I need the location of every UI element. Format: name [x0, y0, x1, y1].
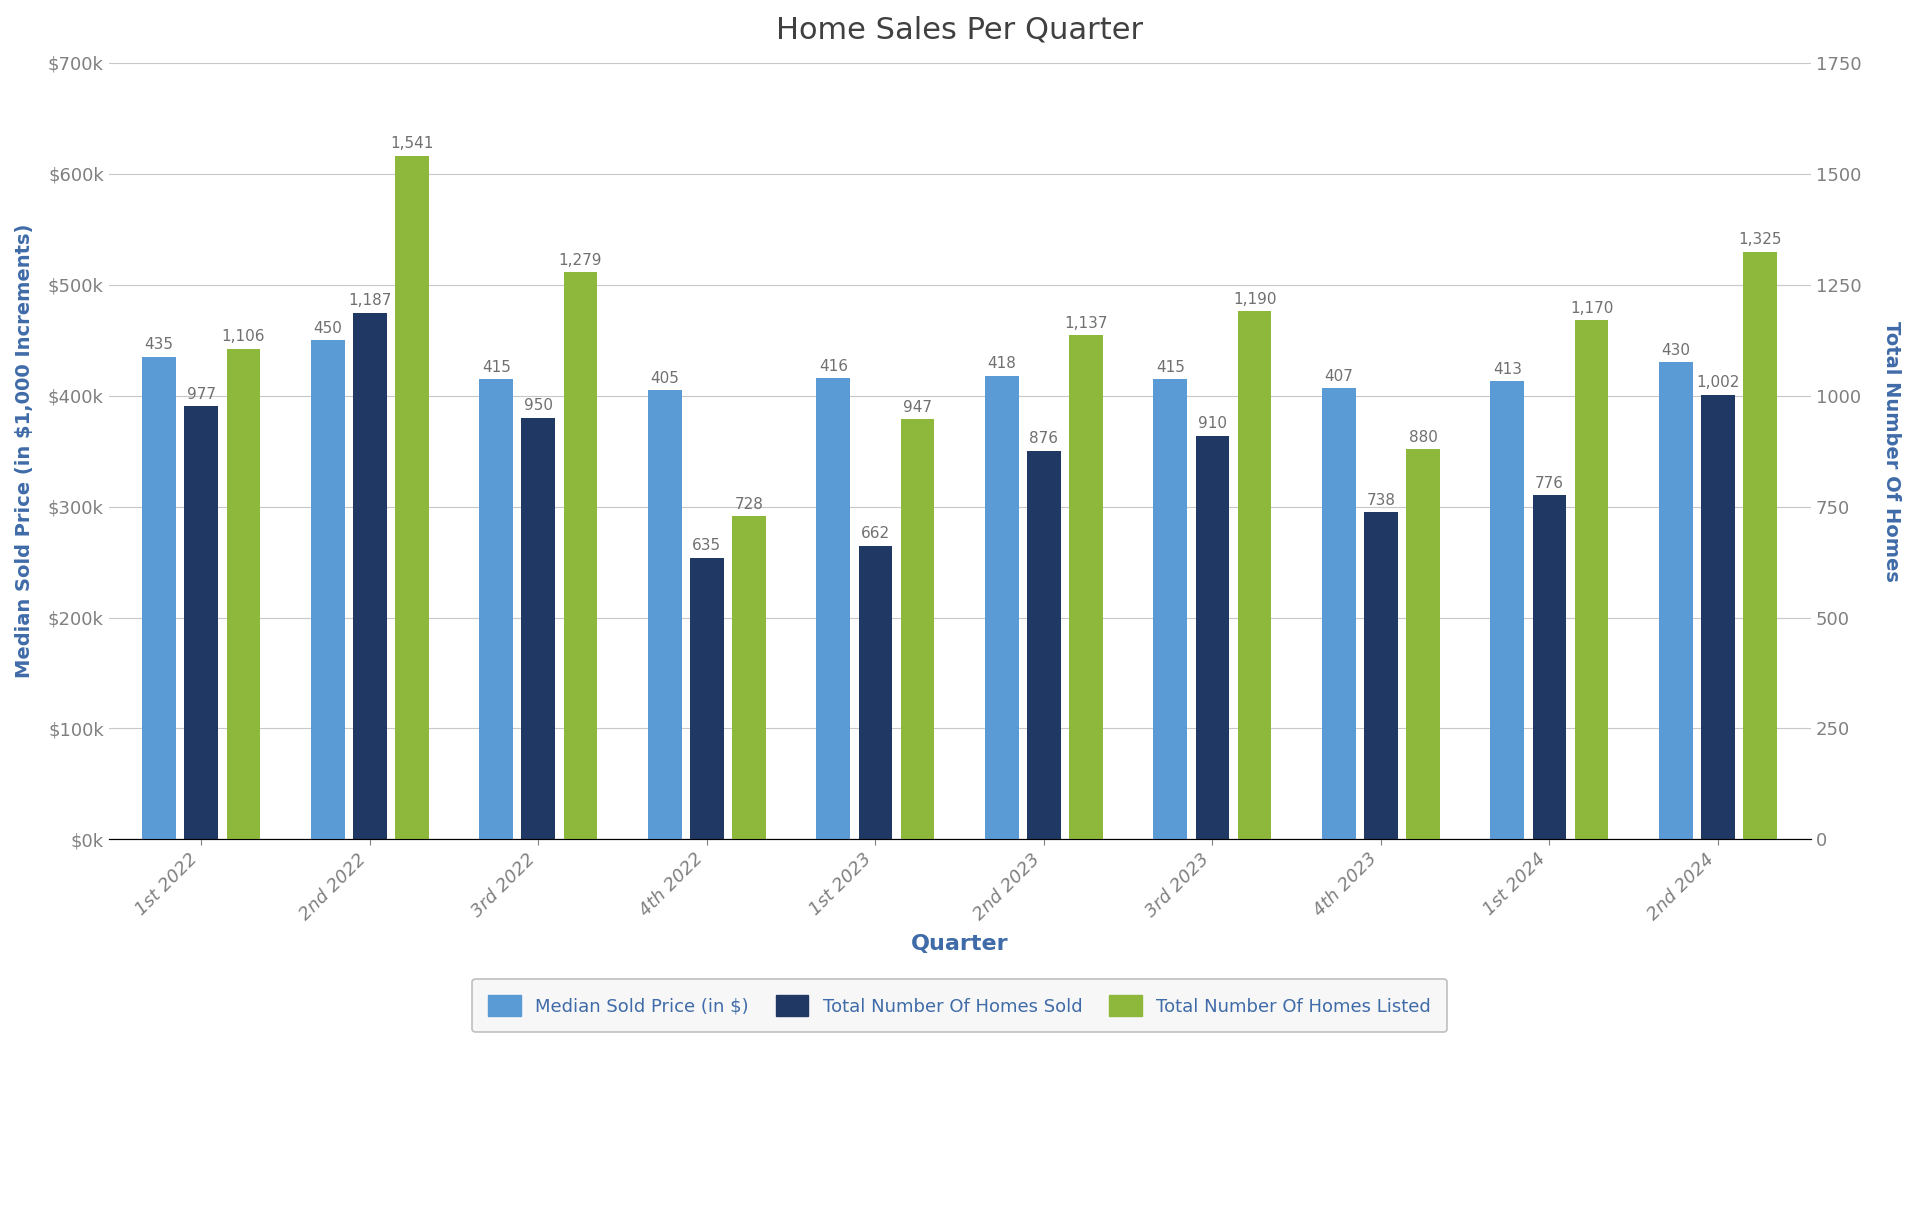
Bar: [1322, 388, 1357, 840]
Bar: [901, 419, 935, 840]
Bar: [1406, 449, 1441, 840]
Text: 413: 413: [1493, 362, 1521, 377]
Bar: [226, 349, 261, 840]
Text: 738: 738: [1366, 493, 1395, 507]
Bar: [648, 390, 682, 840]
Text: 1,187: 1,187: [349, 294, 391, 308]
Bar: [1659, 362, 1692, 840]
Y-axis label: Median Sold Price (in $1,000 Increments): Median Sold Price (in $1,000 Increments): [15, 223, 34, 679]
Text: 1,170: 1,170: [1569, 301, 1613, 315]
Bar: [1701, 395, 1734, 840]
Text: 418: 418: [987, 356, 1015, 371]
Text: 947: 947: [902, 400, 931, 414]
Text: 910: 910: [1198, 417, 1226, 431]
Bar: [184, 406, 218, 840]
Text: 450: 450: [312, 321, 343, 336]
Text: 880: 880: [1408, 430, 1437, 445]
Bar: [353, 313, 387, 840]
Bar: [479, 379, 513, 840]
Text: 1,137: 1,137: [1063, 315, 1107, 331]
Text: 662: 662: [860, 527, 889, 541]
X-axis label: Quarter: Quarter: [910, 935, 1008, 954]
Text: 415: 415: [1155, 360, 1184, 374]
Bar: [521, 418, 556, 840]
Text: 977: 977: [188, 387, 217, 401]
Text: 728: 728: [734, 496, 763, 512]
Text: 776: 776: [1535, 476, 1563, 490]
Bar: [395, 156, 429, 840]
Bar: [1196, 436, 1230, 840]
Text: 1,190: 1,190: [1232, 292, 1276, 307]
Legend: Median Sold Price (in $), Total Number Of Homes Sold, Total Number Of Homes List: Median Sold Price (in $), Total Number O…: [471, 978, 1447, 1032]
Text: 415: 415: [481, 360, 512, 374]
Bar: [1575, 320, 1608, 840]
Text: 950: 950: [523, 399, 554, 413]
Text: 1,325: 1,325: [1738, 232, 1782, 248]
Bar: [690, 558, 724, 840]
Text: 635: 635: [692, 539, 722, 553]
Text: 876: 876: [1029, 431, 1058, 446]
Bar: [1364, 512, 1399, 840]
Bar: [985, 376, 1019, 840]
Bar: [1744, 251, 1776, 840]
Bar: [310, 341, 345, 840]
Text: 405: 405: [650, 371, 678, 385]
Text: 430: 430: [1661, 343, 1690, 358]
Bar: [1069, 335, 1104, 840]
Text: 1,002: 1,002: [1696, 376, 1740, 390]
Y-axis label: Total Number Of Homes: Total Number Of Homes: [1882, 321, 1901, 581]
Text: 1,106: 1,106: [222, 330, 264, 344]
Text: 407: 407: [1324, 368, 1353, 383]
Bar: [732, 516, 766, 840]
Text: 1,279: 1,279: [559, 252, 602, 267]
Bar: [816, 378, 851, 840]
Bar: [1491, 382, 1525, 840]
Text: 435: 435: [146, 337, 174, 353]
Bar: [1238, 312, 1272, 840]
Text: 1,541: 1,541: [391, 137, 433, 151]
Text: 416: 416: [818, 359, 847, 373]
Title: Home Sales Per Quarter: Home Sales Per Quarter: [776, 14, 1144, 43]
Bar: [1153, 379, 1188, 840]
Bar: [858, 546, 893, 840]
Bar: [1027, 451, 1061, 840]
Bar: [142, 356, 176, 840]
Bar: [1533, 495, 1565, 840]
Bar: [563, 272, 598, 840]
